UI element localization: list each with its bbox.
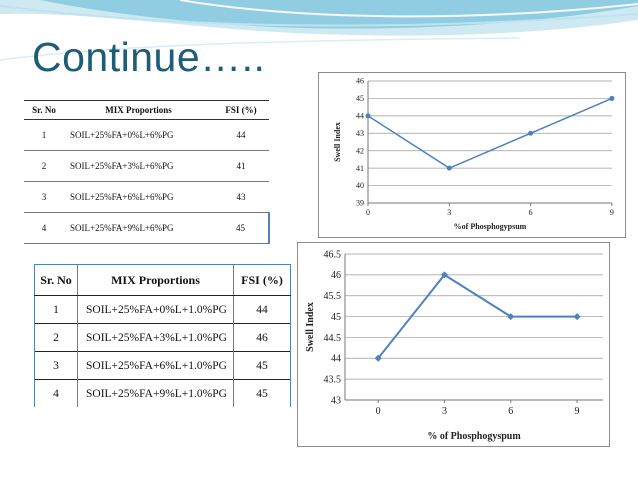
cell-fsi: 46 <box>233 323 291 352</box>
cell-mix: SOIL+25%FA+0%L+1.0%PG <box>77 295 234 324</box>
x-tick-label: 0 <box>366 208 370 217</box>
y-tick-label: 39 <box>356 199 364 208</box>
y-tick-label: 43 <box>331 395 341 406</box>
cell-fsi: 43 <box>213 181 269 213</box>
mix-table-2: Sr. No MIX Proportions FSI (%) 1 SOIL+25… <box>34 264 291 407</box>
x-axis-title: %of Phosphogypsum <box>454 222 527 231</box>
cell-fsi: 45 <box>233 351 291 380</box>
cell-mix: SOIL+25%FA+6%L+6%PG <box>64 181 213 213</box>
header-swoosh <box>0 0 638 61</box>
cell-fsi: 45 <box>233 379 291 407</box>
table-row: 4 SOIL+25%FA+9%L+6%PG 45 <box>24 212 270 244</box>
y-tick-label: 46.5 <box>324 249 342 260</box>
data-point <box>365 113 371 119</box>
slide-title: Continue….. <box>32 34 266 80</box>
cell-fsi: 41 <box>213 150 269 182</box>
data-point <box>440 271 448 279</box>
y-axis-title: Swell Index <box>333 122 342 162</box>
cell-fsi: 44 <box>233 295 291 324</box>
swell-index-chart-2: 43 43.5 44 44.5 45 45.5 46 46.5 0 3 6 9 % of Phospho… <box>297 242 610 447</box>
x-tick-label: 6 <box>508 406 513 417</box>
y-tick-label: 42 <box>356 146 364 155</box>
x-tick-label: 9 <box>610 208 614 217</box>
table-row: 1 SOIL+25%FA+0%L+1.0%PG 44 <box>34 295 291 324</box>
chart-frame <box>297 242 610 447</box>
chart-frame <box>318 72 626 238</box>
y-tick-label: 46 <box>331 270 341 281</box>
x-tick-label: 6 <box>529 208 533 217</box>
cell-mix: SOIL+25%FA+6%L+1.0%PG <box>77 351 234 380</box>
series-line <box>377 273 578 359</box>
table-row: 2 SOIL+25%FA+3%L+6%PG 41 <box>24 150 269 182</box>
cell-mix: SOIL+25%FA+0%L+6%PG <box>64 119 213 151</box>
cell-fsi: 44 <box>213 119 269 151</box>
data-point <box>374 354 382 362</box>
data-point <box>507 313 515 321</box>
table-row: 1 SOIL+25%FA+0%L+6%PG 44 <box>24 119 269 151</box>
cell-sr-no: 2 <box>24 150 64 182</box>
header-sr-no: Sr. No <box>24 100 64 120</box>
cell-sr-no: 1 <box>24 119 64 151</box>
x-axis-title: % of Phosphogyspum <box>427 431 521 442</box>
y-tick-label: 45.5 <box>324 291 342 302</box>
cell-sr-no: 4 <box>24 212 64 244</box>
cell-mix: SOIL+25%FA+3%L+6%PG <box>64 150 213 182</box>
cell-sr-no: 3 <box>24 181 64 213</box>
data-point <box>446 165 452 171</box>
mix-table-1: Sr. No MIX Proportions FSI (%) 1 SOIL+25… <box>24 100 270 244</box>
table-row: 3 SOIL+25%FA+6%L+6%PG 43 <box>24 181 269 213</box>
table-row: 3 SOIL+25%FA+6%L+1.0%PG 45 <box>34 351 291 380</box>
cell-sr-no: 3 <box>34 351 78 380</box>
table-row: 2 SOIL+25%FA+3%L+1.0%PG 46 <box>34 323 291 352</box>
cell-sr-no: 4 <box>34 379 78 407</box>
y-tick-label: 43 <box>356 129 364 138</box>
cell-mix: SOIL+25%FA+9%L+1.0%PG <box>77 379 234 407</box>
cell-mix: SOIL+25%FA+9%L+6%PG <box>64 212 213 244</box>
y-tick-label: 41 <box>356 164 364 173</box>
series-line <box>367 97 613 169</box>
y-axis-title: Swell Index <box>305 302 316 352</box>
data-point <box>528 130 534 136</box>
cell-mix: SOIL+25%FA+3%L+1.0%PG <box>77 323 234 352</box>
data-point <box>609 95 615 101</box>
data-point <box>573 313 581 321</box>
x-tick-label: 9 <box>575 406 580 417</box>
y-tick-label: 40 <box>356 181 364 190</box>
x-tick-label: 3 <box>447 208 451 217</box>
table-row: 4 SOIL+25%FA+9%L+1.0%PG 45 <box>34 379 291 407</box>
header-sr-no: Sr. No <box>34 264 78 296</box>
table-header-row: Sr. No MIX Proportions FSI (%) <box>24 100 269 120</box>
y-tick-label: 43.5 <box>324 374 342 385</box>
swell-index-chart-1: 39 40 41 42 43 44 45 46 0 3 6 9 %of Phosphogypsum Swe… <box>318 72 626 238</box>
y-tick-label: 45 <box>356 94 364 103</box>
y-tick-label: 44 <box>356 112 364 121</box>
x-tick-label: 0 <box>376 406 381 417</box>
cell-fsi: 45 <box>213 212 270 244</box>
header-fsi: FSI (%) <box>213 100 269 120</box>
cell-sr-no: 1 <box>34 295 78 324</box>
cell-sr-no: 2 <box>34 323 78 352</box>
y-tick-label: 44 <box>331 354 341 365</box>
header-mix-proportions: MIX Proportions <box>64 100 213 120</box>
header-fsi: FSI (%) <box>233 264 291 296</box>
y-tick-label: 45 <box>331 312 341 323</box>
y-tick-label: 44.5 <box>324 333 342 344</box>
y-tick-label: 46 <box>356 77 364 86</box>
header-mix-proportions: MIX Proportions <box>77 264 234 296</box>
x-tick-label: 3 <box>442 406 447 417</box>
table-header-row: Sr. No MIX Proportions FSI (%) <box>34 264 291 296</box>
